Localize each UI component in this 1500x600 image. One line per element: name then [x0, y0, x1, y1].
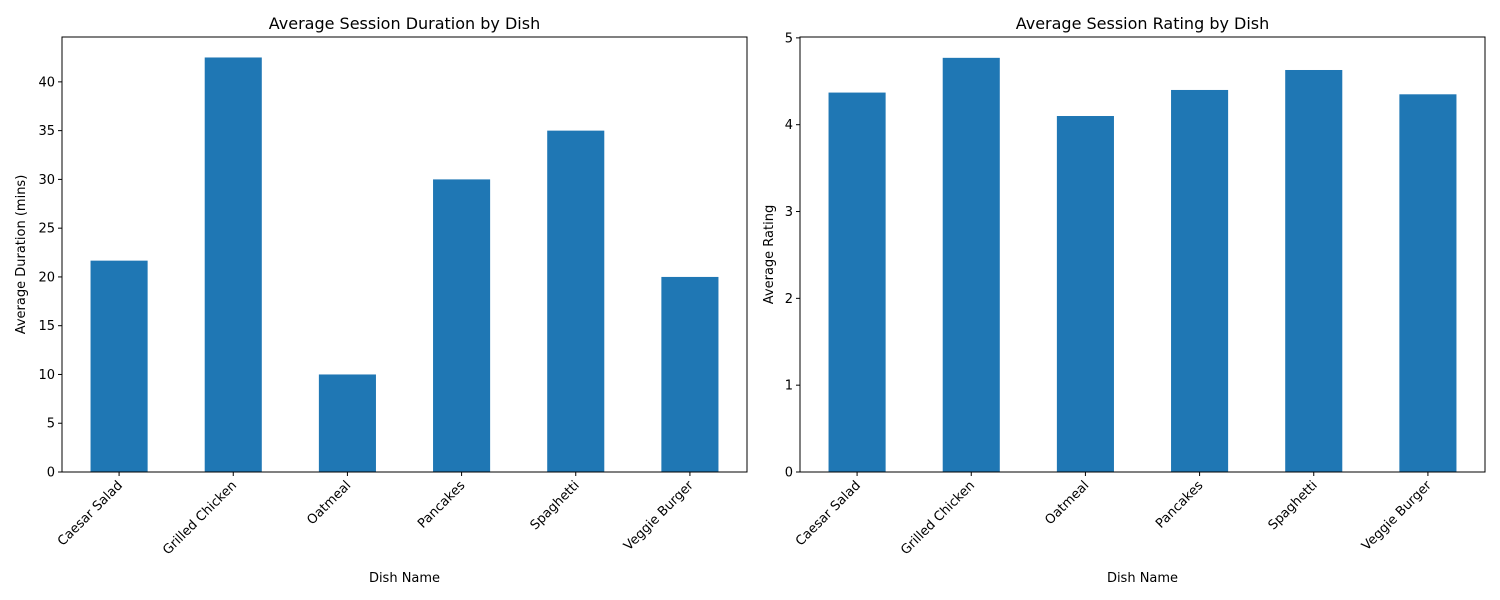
rating-chart-y-tick-label: 0	[785, 466, 793, 481]
duration-chart-y-tick-label: 5	[47, 417, 55, 432]
duration-chart-bar-veggie-burger	[661, 276, 719, 472]
duration-chart-y-tick-label: 25	[38, 222, 55, 237]
duration-chart-bar-grilled-chicken	[204, 57, 262, 473]
rating-chart-bar-pancakes	[1171, 89, 1229, 472]
rating-chart-x-axis-label: Dish Name	[1107, 571, 1178, 586]
duration-chart-y-tick-label: 15	[38, 319, 55, 334]
rating-chart-y-tick-label: 1	[785, 379, 793, 394]
rating-chart-y-tick-label: 2	[785, 292, 793, 307]
rating-chart-y-tick-label: 3	[785, 205, 793, 220]
duration-chart-bar-spaghetti	[547, 130, 605, 472]
rating-chart-y-tick-label: 5	[785, 31, 793, 46]
duration-chart-x-axis-label: Dish Name	[369, 571, 440, 586]
rating-chart-y-axis-label: Average Rating	[762, 205, 777, 304]
duration-chart-y-tick-label: 40	[38, 75, 55, 90]
duration-chart-y-tick-label: 0	[47, 466, 55, 481]
duration-chart-y-axis-label: Average Duration (mins)	[14, 175, 29, 335]
duration-chart-bar-caesar-salad	[90, 260, 148, 472]
rating-chart-y-tick-label: 4	[785, 118, 793, 133]
duration-chart-axes-frame	[61, 36, 748, 473]
duration-chart-y-tick-label: 30	[38, 173, 55, 188]
duration-chart-bar-pancakes	[433, 179, 491, 472]
duration-chart-title: Average Session Duration by Dish	[269, 14, 540, 33]
rating-chart-bar-grilled-chicken	[942, 57, 1000, 473]
duration-chart-bars	[90, 57, 719, 473]
duration-chart-y-tick-label: 20	[38, 270, 55, 285]
duration-chart-y-ticks: 0 5 10 15 20 25 30 35 40	[38, 75, 62, 481]
rating-chart-title: Average Session Rating by Dish	[1016, 14, 1270, 33]
duration-chart-bar-oatmeal	[318, 374, 376, 472]
rating-chart-y-ticks: 0 1 2 3 4 5	[785, 31, 800, 481]
rating-chart-bar-veggie-burger	[1399, 94, 1457, 472]
rating-chart-bars	[828, 57, 1457, 473]
duration-chart-y-tick-label: 35	[38, 124, 55, 139]
duration-chart-y-tick-label: 10	[38, 368, 55, 383]
rating-chart-axes-frame	[799, 36, 1486, 473]
rating-chart-bar-spaghetti	[1285, 69, 1343, 472]
rating-chart-bar-oatmeal	[1056, 116, 1114, 473]
rating-chart-bar-caesar-salad	[828, 92, 886, 473]
